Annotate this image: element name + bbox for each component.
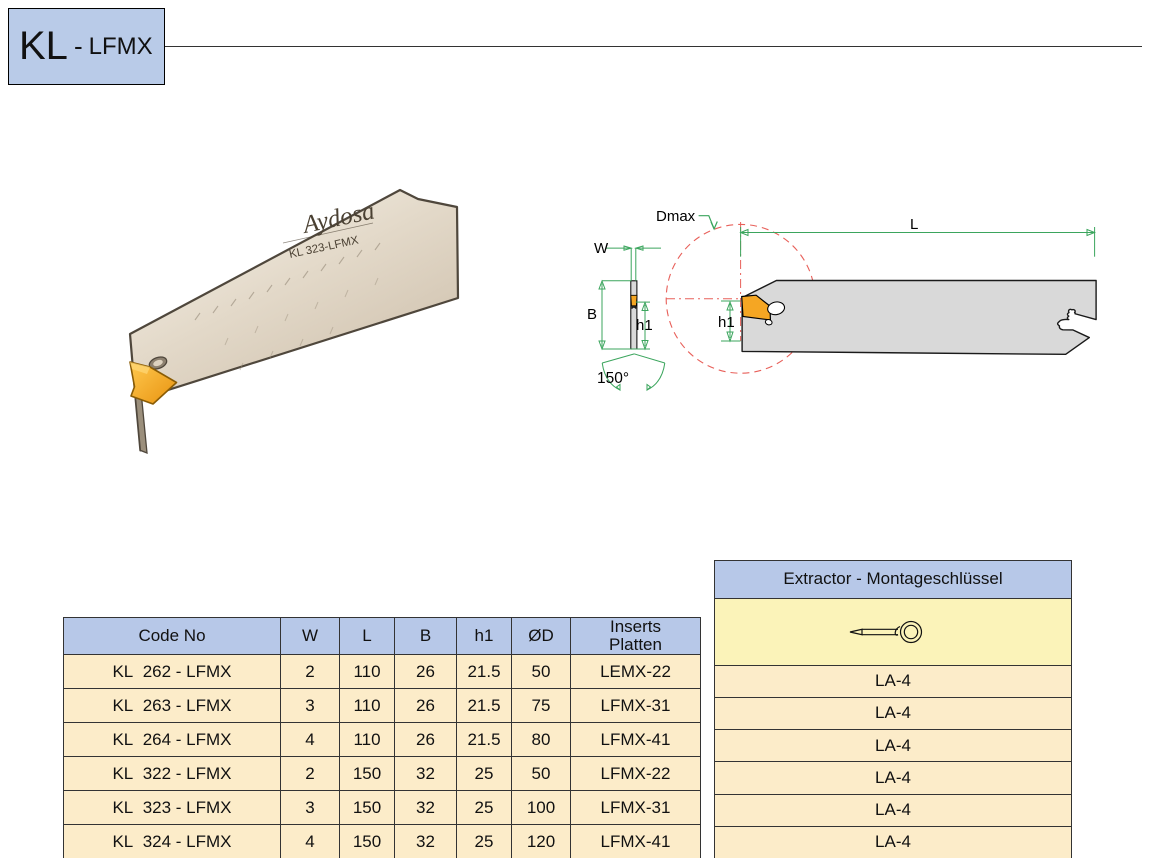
svg-text:150°: 150° — [597, 370, 629, 387]
svg-text:B: B — [587, 306, 597, 323]
svg-text:Dmax: Dmax — [656, 208, 696, 225]
svg-text:W: W — [594, 240, 609, 257]
svg-text:h1: h1 — [636, 317, 653, 334]
svg-text:L: L — [910, 216, 918, 233]
svg-text:h1: h1 — [718, 314, 735, 331]
